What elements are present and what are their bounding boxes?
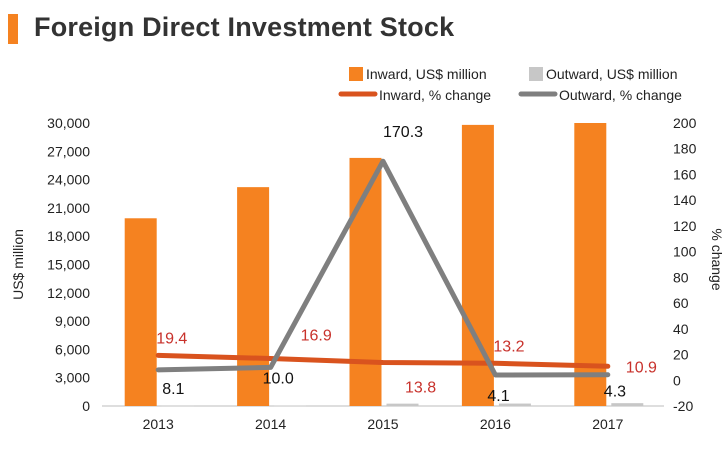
label-inward-change: 13.2 xyxy=(493,338,524,355)
legend: Inward, US$ million Outward, US$ million I… xyxy=(338,66,682,103)
left-axis-title: US$ million xyxy=(10,229,26,300)
label-inward-change: 10.9 xyxy=(626,359,657,376)
left-tick-label: 30,000 xyxy=(47,115,90,131)
right-axis: -20 0 20 40 60 80 100 120 140 160 180 200 % change xyxy=(673,115,725,414)
bar-inward xyxy=(124,218,157,406)
bar-outward xyxy=(386,403,419,406)
right-tick-label: 20 xyxy=(673,347,689,363)
bar-outward xyxy=(161,405,194,407)
right-tick-label: 100 xyxy=(673,244,697,260)
left-tick-label: 24,000 xyxy=(47,172,90,188)
label-outward-change: 8.1 xyxy=(162,381,184,398)
left-axis: 0 3,000 6,000 9,000 12,000 15,000 18,000 21,000… xyxy=(10,115,90,414)
right-tick-label: 200 xyxy=(673,115,697,131)
left-tick-label: 12,000 xyxy=(47,285,90,301)
chart-title: Foreign Direct Investment Stock xyxy=(34,12,455,42)
label-inward-change: 13.8 xyxy=(405,380,436,397)
x-tick-label: 2014 xyxy=(255,416,286,432)
right-tick-label: 140 xyxy=(673,192,697,208)
x-tick-label: 2013 xyxy=(143,416,174,432)
legend-label-inward-bar: Inward, US$ million xyxy=(366,66,487,82)
line-outward-change xyxy=(155,158,611,378)
legend-label-outward-bar: Outward, US$ million xyxy=(546,66,678,82)
left-tick-label: 18,000 xyxy=(47,228,90,244)
label-outward-change: 4.3 xyxy=(604,384,626,401)
right-tick-label: 40 xyxy=(673,321,689,337)
right-tick-label: 80 xyxy=(673,269,689,285)
legend-label-outward-line: Outward, % change xyxy=(559,87,682,103)
bar-inward xyxy=(574,123,607,406)
data-labels: 19.4 16.9 13.8 13.2 10.9 8.1 10.0 170.3 4.1 4.3 xyxy=(156,124,657,405)
line-inward-change xyxy=(155,352,611,369)
bar-outward xyxy=(611,403,644,406)
left-tick-label: 6,000 xyxy=(55,341,90,357)
left-tick-label: 15,000 xyxy=(47,257,90,273)
legend-label-inward-line: Inward, % change xyxy=(379,87,491,103)
label-outward-change: 170.3 xyxy=(383,124,423,141)
label-inward-change: 16.9 xyxy=(301,328,332,345)
left-tick-label: 27,000 xyxy=(47,143,90,159)
legend-swatch-outward-bar xyxy=(529,67,543,81)
right-tick-label: 180 xyxy=(673,141,697,157)
title-accent-bar xyxy=(8,14,18,44)
left-tick-label: 0 xyxy=(82,398,90,414)
right-tick-label: 0 xyxy=(673,372,681,388)
left-tick-label: 9,000 xyxy=(55,313,90,329)
label-outward-change: 10.0 xyxy=(263,370,294,387)
right-tick-label: 120 xyxy=(673,218,697,234)
x-tick-label: 2016 xyxy=(480,416,511,432)
left-tick-label: 21,000 xyxy=(47,200,90,216)
right-tick-label: 160 xyxy=(673,166,697,182)
x-axis: 2013 2014 2015 2016 2017 xyxy=(102,405,664,432)
left-tick-label: 3,000 xyxy=(55,370,90,386)
lines xyxy=(155,158,611,378)
right-axis-title: % change xyxy=(709,228,725,290)
label-inward-change: 19.4 xyxy=(156,330,187,347)
x-tick-label: 2015 xyxy=(367,416,398,432)
x-tick-label: 2017 xyxy=(592,416,623,432)
legend-swatch-inward-bar xyxy=(349,67,363,81)
bar-outward xyxy=(498,403,531,406)
label-outward-change: 4.1 xyxy=(487,388,509,405)
bar-outward xyxy=(274,405,307,407)
right-tick-label: -20 xyxy=(673,398,693,414)
right-tick-label: 60 xyxy=(673,295,689,311)
